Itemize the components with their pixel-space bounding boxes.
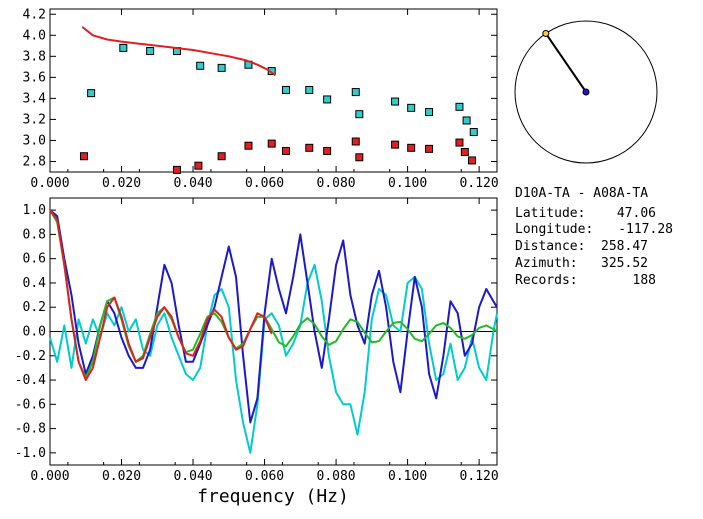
velocity-point (79, 152, 88, 161)
velocity-point (455, 102, 464, 111)
correlation-y-tick-label: -0.2 (15, 349, 46, 364)
correlation-y-tick-label: 0.2 (23, 300, 46, 315)
azimuth-needle (544, 32, 587, 93)
velocity-x-tick-label: 0.080 (317, 176, 356, 191)
velocity-point (455, 138, 464, 147)
correlation-y-tick-label: -0.4 (15, 373, 46, 388)
correlation-panel: 0.000 0.020 0.040 0.060 0.080 0.100 0.120 1.0 0.… (15, 197, 499, 507)
azimuth-tip-marker (542, 29, 550, 37)
velocity-y-tick-label: 3.6 (23, 70, 46, 85)
velocity-point (460, 148, 469, 157)
correlation-y-tick-label: 1.0 (23, 203, 46, 218)
correlation-x-tick-label: 0.080 (317, 469, 356, 484)
velocity-point (282, 85, 291, 94)
correlation-x-tick-label: 0.100 (388, 469, 427, 484)
correlation-y-tick-label: 0.0 (23, 325, 46, 340)
velocity-point (355, 153, 364, 162)
velocity-point (323, 146, 332, 155)
correlation-series-line (49, 209, 273, 381)
velocity-point (267, 139, 276, 148)
velocity-point (172, 165, 181, 174)
velocity-y-tick-label: 3.0 (23, 133, 46, 148)
velocity-x-tick-label: 0.120 (460, 176, 499, 191)
velocity-point (119, 43, 128, 52)
velocity-point (407, 143, 416, 152)
x-axis-title: frequency (Hz) (197, 486, 349, 507)
velocity-point (425, 108, 434, 117)
station-pair: D10A-TA - A08A-TA (515, 186, 648, 201)
correlation-y-tick-label: -0.8 (15, 422, 46, 437)
velocity-x-tick-label: 0.100 (388, 176, 427, 191)
correlation-y-tick-label: -1.0 (15, 446, 46, 461)
correlation-series-line (49, 209, 498, 424)
velocity-point (305, 85, 314, 94)
velocity-x-tick-label: 0.040 (173, 176, 212, 191)
velocity-point (323, 95, 332, 104)
velocity-point (244, 141, 253, 150)
velocity-point (462, 116, 471, 125)
velocity-point (355, 110, 364, 119)
velocity-point (351, 88, 360, 97)
longitude-label: Longitude: (515, 222, 593, 237)
velocity-point (391, 97, 400, 106)
velocity-point (217, 152, 226, 161)
correlation-y-tick-label: -0.6 (15, 397, 46, 412)
velocity-y-tick-label: 4.2 (23, 7, 46, 22)
correlation-y-tick-label: 0.6 (23, 252, 46, 267)
velocity-panel-frame (49, 8, 498, 173)
correlation-x-tick-label: 0.040 (173, 469, 212, 484)
velocity-point (391, 140, 400, 149)
velocity-point (351, 137, 360, 146)
distance-value: 258.47 (601, 239, 648, 254)
velocity-point (305, 143, 314, 152)
records-label: Records: (515, 273, 578, 288)
velocity-x-tick-label: 0.020 (102, 176, 141, 191)
correlation-y-tick-label: 0.8 (23, 227, 46, 242)
azimuth-plot (514, 20, 658, 164)
correlation-x-tick-label: 0.060 (245, 469, 284, 484)
azimuth-value: 325.52 (601, 256, 648, 271)
velocity-point (194, 161, 203, 170)
correlation-x-tick-label: 0.000 (30, 469, 69, 484)
velocity-x-tick-label: 0.000 (30, 176, 69, 191)
velocity-point (407, 103, 416, 112)
velocity-point (425, 144, 434, 153)
correlation-x-tick-label: 0.120 (460, 469, 499, 484)
velocity-y-tick-label: 2.8 (23, 154, 46, 169)
records-value: 188 (633, 273, 656, 288)
longitude-value: -117.28 (618, 222, 673, 237)
latitude-value: 47.06 (617, 206, 656, 221)
velocity-y-tick-label: 3.2 (23, 112, 46, 127)
velocity-point (87, 89, 96, 98)
velocity-point (469, 128, 478, 137)
azimuth-circle (514, 20, 658, 164)
correlation-series-line (49, 263, 498, 454)
latitude-label: Latitude: (515, 206, 585, 221)
velocity-x-tick-label: 0.060 (245, 176, 284, 191)
velocity-y-tick-label: 4.0 (23, 28, 46, 43)
distance-label: Distance: (515, 239, 585, 254)
velocity-point (196, 61, 205, 70)
velocity-point (467, 156, 476, 165)
azimuth-label: Azimuth: (515, 256, 578, 271)
velocity-y-tick-label: 3.4 (23, 91, 47, 106)
station-info: D10A-TA - A08A-TA Latitude: 47.06 Longit… (515, 186, 673, 288)
velocity-point (217, 63, 226, 72)
correlation-x-tick-label: 0.020 (102, 469, 141, 484)
velocity-point (146, 47, 155, 56)
velocity-point (282, 146, 291, 155)
correlation-y-tick-label: 0.4 (23, 276, 47, 291)
velocity-series-line (81, 26, 276, 77)
velocity-y-tick-label: 3.8 (23, 49, 46, 64)
velocity-panel: 0.000 0.020 0.040 0.060 0.080 0.100 0.120 2.8 3.… (23, 7, 499, 191)
azimuth-center-marker (582, 88, 590, 96)
